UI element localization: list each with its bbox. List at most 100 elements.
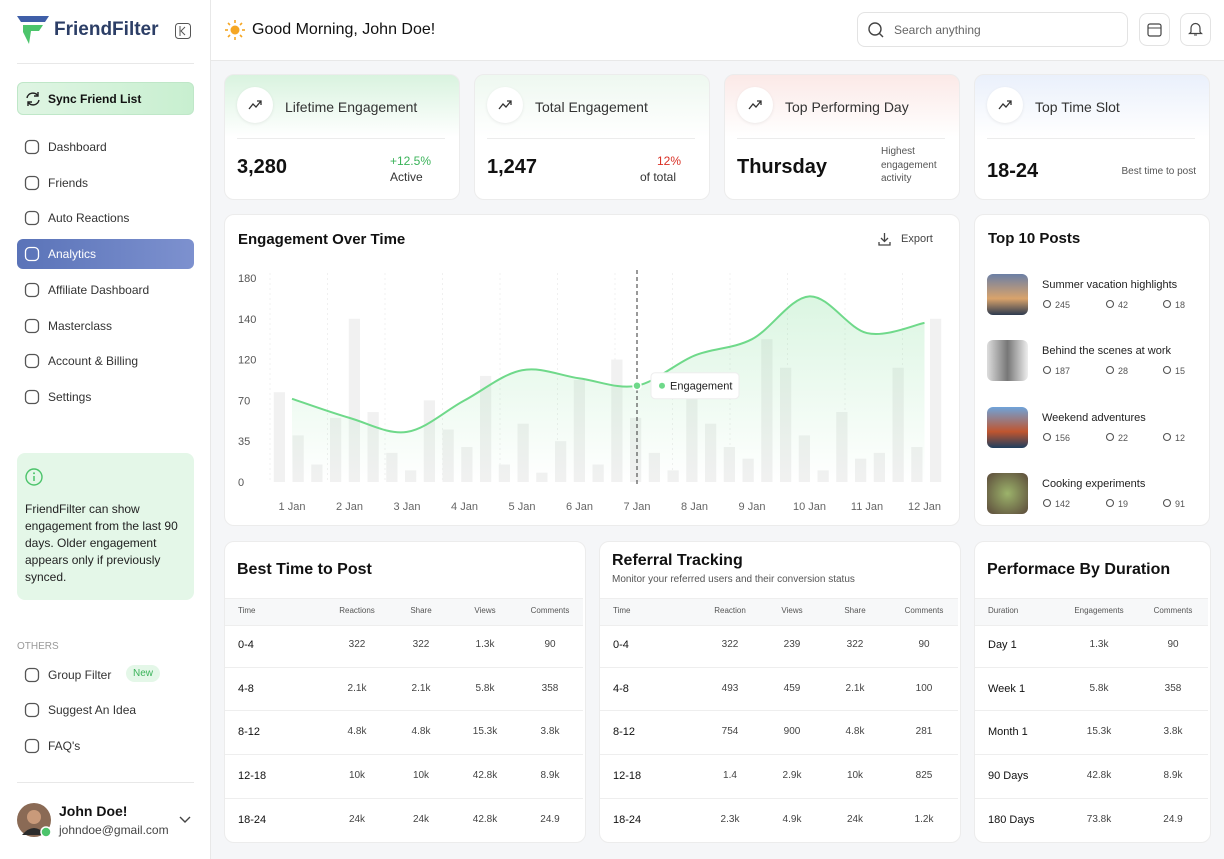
line: [291, 295, 925, 434]
stat-value: 18-24: [987, 160, 1039, 182]
post-title: Cooking experiments: [1042, 477, 1146, 490]
column-header: Views: [781, 606, 803, 615]
nav-icon: [24, 318, 40, 334]
row-label: 4-8: [238, 682, 254, 695]
post-shares: 12: [1175, 432, 1186, 443]
stat-icon: [987, 87, 1023, 123]
others-item[interactable]: Group Filter: [48, 668, 112, 682]
post-thumbnail[interactable]: [987, 340, 1028, 382]
user-menu[interactable]: [179, 816, 191, 824]
nav-item[interactable]: Account & Billing: [48, 354, 139, 368]
stat-title: Lifetime Engagement: [285, 99, 418, 115]
cell: 239: [783, 639, 801, 650]
post-comments: 28: [1118, 366, 1129, 377]
row-label: Day 1: [988, 639, 1017, 651]
export-button[interactable]: Export: [901, 233, 933, 245]
others-icon: [24, 738, 40, 754]
stat-divider: [487, 138, 695, 139]
column-header: Reactions: [339, 606, 375, 615]
cell: 4.8k: [347, 726, 367, 738]
hover-point: [632, 380, 642, 391]
cell: 2.1k: [347, 682, 367, 694]
row-label: 18-24: [613, 813, 642, 826]
post-likes-icon: [1042, 299, 1052, 309]
post-comments-icon: [1105, 299, 1115, 309]
nav-icon: [24, 175, 40, 191]
nav-item[interactable]: Dashboard: [48, 140, 107, 154]
table-card: [974, 541, 1211, 843]
column-header: Duration: [988, 606, 1019, 615]
others-item[interactable]: FAQ's: [48, 739, 81, 753]
nav-item[interactable]: Analytics: [48, 247, 97, 261]
nav-item[interactable]: Settings: [48, 390, 92, 404]
cell: 358: [1164, 682, 1182, 694]
header: [211, 0, 1224, 61]
post-shares: 18: [1175, 300, 1186, 310]
post-comments: 22: [1118, 432, 1129, 443]
post-likes: 156: [1055, 432, 1071, 443]
stat-title: Top Performing Day: [785, 99, 909, 115]
table-card: [599, 541, 961, 843]
post-title: Summer vacation highlights: [1042, 279, 1178, 291]
stat-change: +12.5%: [389, 154, 431, 168]
post-shares: 91: [1175, 498, 1186, 509]
row-divider: [975, 710, 1208, 712]
cell: 322: [412, 639, 430, 650]
notifications-button[interactable]: [1180, 13, 1211, 46]
sync-button[interactable]: [17, 82, 194, 115]
row-label: 4-8: [613, 682, 629, 695]
cell: 4.9k: [782, 813, 802, 825]
row-divider: [600, 710, 958, 712]
top-posts-title: Top 10 Posts: [988, 230, 1081, 247]
nav-item[interactable]: Affiliate Dashboard: [48, 283, 150, 297]
cell: 825: [915, 770, 933, 782]
column-header: Time: [238, 606, 256, 615]
x-tick-label: 5 Jan: [509, 501, 536, 513]
tooltip: [650, 372, 740, 400]
stat-icon: [737, 87, 773, 123]
nav-item[interactable]: Masterclass: [48, 319, 113, 333]
post-thumbnail[interactable]: [987, 406, 1028, 448]
search-box[interactable]: [857, 12, 1128, 47]
collapse-button[interactable]: [175, 23, 191, 39]
row-label: 18-24: [238, 813, 267, 826]
row-label: 8-12: [238, 726, 261, 739]
column-header: Comments: [530, 606, 570, 615]
y-tick-label: 140: [238, 314, 256, 326]
nav-item[interactable]: Auto Reactions: [48, 211, 130, 225]
post-likes: 245: [1055, 300, 1071, 310]
cell: 281: [915, 726, 933, 738]
row-label: 12-18: [238, 770, 267, 783]
row-divider: [600, 797, 958, 799]
post-thumbnail[interactable]: [987, 274, 1028, 315]
stat-title: Total Engagement: [535, 99, 648, 115]
calendar-icon: [1147, 23, 1162, 37]
post-likes-icon: [1042, 432, 1052, 441]
row-label: Month 1: [988, 726, 1028, 739]
post-thumbnail[interactable]: [987, 472, 1028, 514]
stat-note: Highest engagement activity: [881, 146, 937, 184]
column-header: Reaction: [714, 606, 746, 615]
cell: 42.8k: [1086, 770, 1112, 782]
nav-icon: [24, 282, 40, 298]
cell: 24.9: [540, 813, 560, 825]
others-item[interactable]: Suggest An Idea: [48, 703, 137, 717]
stat-divider: [987, 138, 1195, 139]
cell: 8.9k: [1163, 770, 1183, 782]
post-comments: 19: [1118, 498, 1129, 509]
stat-glyph: [748, 100, 762, 110]
row-divider: [975, 754, 1208, 756]
cell: 2.1k: [411, 682, 431, 694]
column-header: Time: [613, 606, 631, 615]
calendar-button[interactable]: [1139, 13, 1170, 46]
nav-item[interactable]: Friends: [48, 176, 89, 190]
others-heading: OTHERS: [17, 641, 59, 652]
post-shares-icon: [1162, 366, 1172, 375]
logo-icon: [17, 16, 49, 44]
row-divider: [975, 666, 1208, 668]
nav-icon: [24, 389, 40, 405]
bar: [930, 318, 942, 482]
x-tick-label: 12 Jan: [908, 501, 941, 513]
x-tick-label: 2 Jan: [336, 501, 363, 513]
